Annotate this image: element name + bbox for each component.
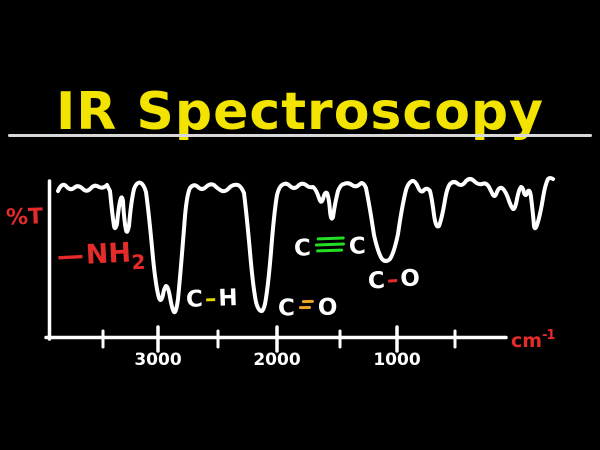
cso-right-atom: O: [399, 265, 421, 293]
nh2-bond-dash: —: [56, 240, 83, 273]
page-title: IR Spectroscopy: [55, 81, 545, 142]
cso-left-atom: C: [367, 267, 386, 295]
x-axis-unit: cm-1: [511, 328, 556, 352]
x-unit-exponent: -1: [542, 328, 555, 343]
annotation-c-o: C–O: [367, 265, 421, 295]
nh2-subscript: 2: [130, 249, 147, 275]
tick-label-2000: 2000: [253, 350, 301, 370]
cdo-right-atom: O: [317, 294, 338, 321]
cc-right-atom: C: [348, 233, 367, 260]
cdo-double-bond: [298, 297, 314, 312]
tick-label-3000: 3000: [134, 350, 182, 370]
cc-left-atom: C: [293, 235, 312, 262]
title-divider: [8, 134, 592, 137]
ch-left-atom: C: [185, 286, 204, 313]
cdo-left-atom: C: [277, 295, 296, 322]
cc-triple-bond: [314, 233, 345, 255]
ch-single-bond: –: [204, 285, 217, 313]
tick-label-1000: 1000: [373, 350, 421, 370]
x-unit-base: cm: [511, 330, 543, 352]
ch-right-atom: H: [217, 285, 239, 312]
annotation-nh2: —NH2: [56, 237, 147, 277]
nh2-text: NH: [85, 237, 132, 271]
annotation-c-h: C–H: [185, 285, 239, 313]
spectrum-curve: [56, 176, 555, 315]
y-axis-label: %T: [5, 204, 44, 231]
